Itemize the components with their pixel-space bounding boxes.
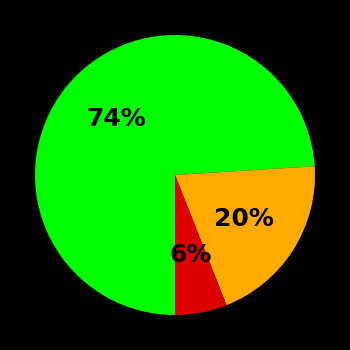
Wedge shape: [175, 175, 226, 315]
Wedge shape: [35, 35, 315, 315]
Text: 6%: 6%: [169, 243, 211, 267]
Wedge shape: [175, 166, 315, 305]
Text: 74%: 74%: [86, 107, 146, 131]
Text: 20%: 20%: [214, 206, 273, 231]
